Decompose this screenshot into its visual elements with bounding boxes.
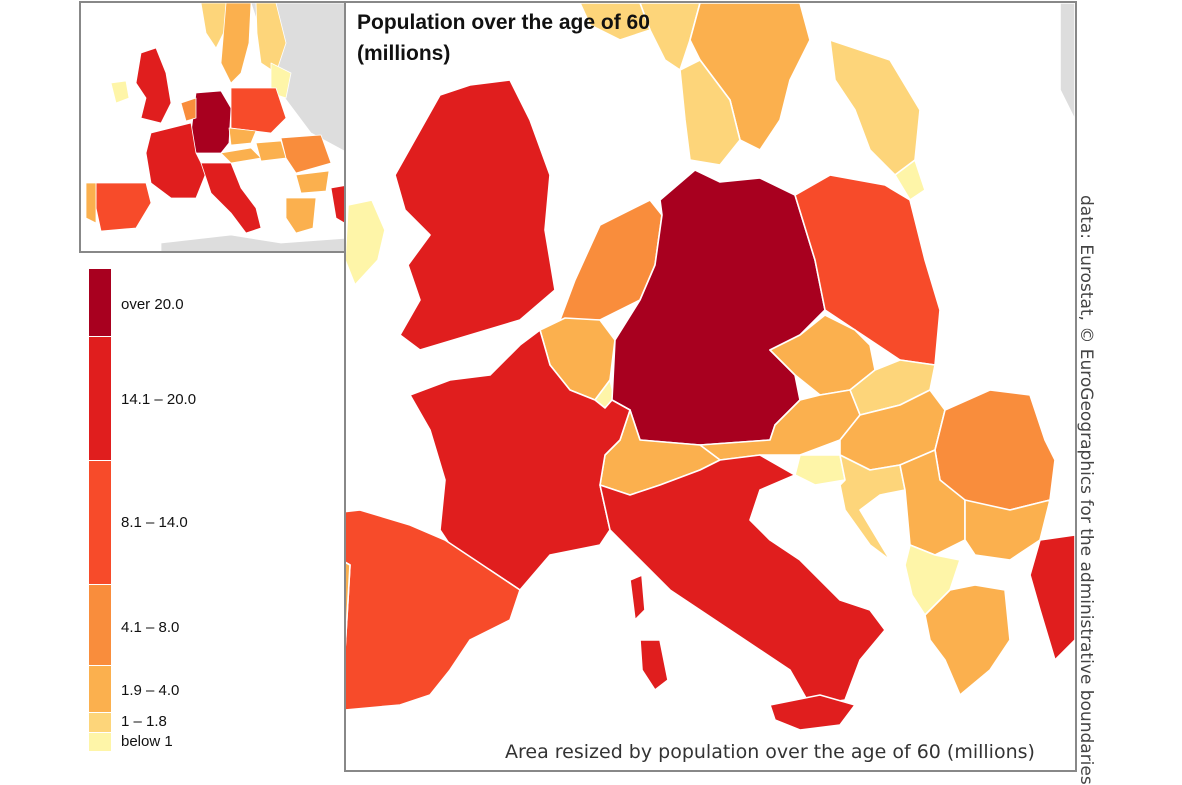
inset-italy [200, 162, 262, 234]
region-italy [599, 454, 886, 706]
region-sicily [769, 694, 856, 731]
inset-czechia [228, 127, 257, 146]
legend-swatch [89, 585, 111, 665]
region-united-kingdom [394, 79, 556, 351]
region-outside-land [1059, 3, 1075, 121]
inset-uk [135, 47, 172, 124]
inset-netherlands [180, 97, 197, 122]
region-turkey [1029, 534, 1075, 661]
inset-romania [280, 134, 332, 174]
region-corsica [629, 574, 646, 621]
region-slovenia [794, 454, 846, 486]
region-greece [924, 584, 1011, 696]
inset-austria [220, 147, 262, 164]
legend-label: below 1 [121, 733, 173, 750]
legend-swatch [89, 713, 111, 732]
region-france [409, 329, 631, 591]
legend: over 20.0 14.1 – 20.0 8.1 – 14.0 4.1 – 8.0 1… [79, 253, 346, 772]
inset-greece [285, 197, 317, 234]
legend-label: over 20.0 [121, 296, 184, 313]
inset-outside-south [160, 234, 344, 251]
legend-label: 14.1 – 20.0 [121, 391, 197, 408]
inset-map [79, 1, 346, 253]
region-czechia [769, 314, 876, 396]
legend-swatch [89, 733, 111, 751]
legend-label: 8.1 – 14.0 [121, 514, 188, 531]
map-subtitle: Area resized by population over the age … [505, 741, 1035, 763]
region-sweden [689, 3, 811, 151]
inset-turkey [330, 185, 344, 224]
inset-map-svg [85, 3, 344, 251]
map-title: Population over the age of 60 (millions) [357, 7, 717, 69]
map-title-line1: Population over the age of 60 [357, 11, 650, 34]
inset-spain [95, 182, 152, 232]
region-baltics [894, 159, 926, 201]
inset-portugal [85, 182, 97, 224]
inset-sweden [220, 3, 252, 84]
region-sardinia [639, 639, 669, 691]
region-croatia [839, 454, 906, 561]
inset-ireland [110, 80, 130, 104]
inset-bulgaria [295, 170, 330, 194]
legend-label: 1 – 1.8 [121, 713, 167, 730]
legend-swatch [89, 269, 111, 336]
legend-swatch [89, 461, 111, 584]
inset-poland [230, 87, 287, 134]
region-bulgaria [964, 499, 1051, 561]
legend-label: 1.9 – 4.0 [121, 682, 180, 699]
legend-swatch [89, 337, 111, 460]
region-southern-scandinavia [679, 59, 741, 166]
inset-hungary [255, 140, 287, 162]
inset-norway [200, 3, 232, 49]
source-text: data: Eurostat, © EuroGeographics for th… [1076, 195, 1096, 785]
legend-swatch [89, 666, 111, 712]
inset-france [145, 122, 207, 199]
region-northern-strip [579, 3, 651, 41]
map-title-line2: (millions) [357, 42, 451, 65]
inset-germany [190, 90, 232, 154]
legend-label: 4.1 – 8.0 [121, 619, 180, 636]
